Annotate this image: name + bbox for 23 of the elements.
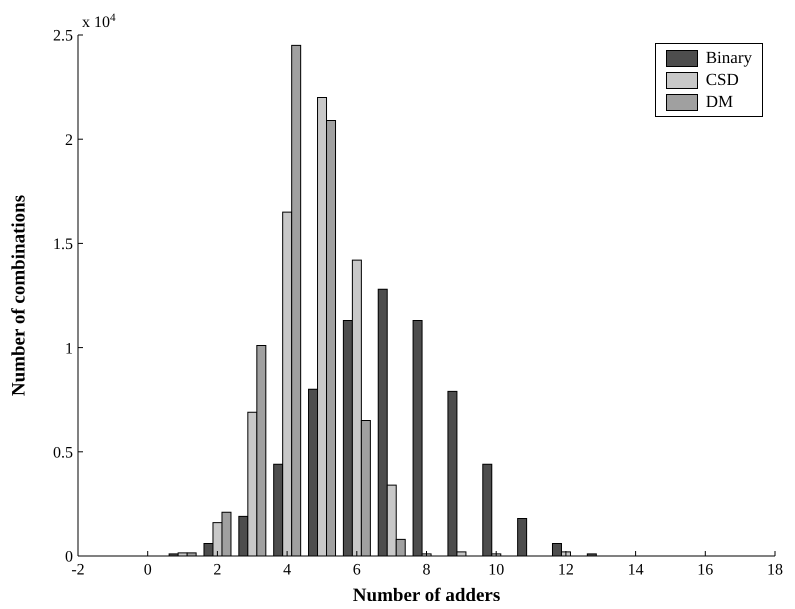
x-tick-label: 10 [488, 561, 504, 578]
legend-label: CSD [706, 70, 739, 90]
y-tick-label: 2.5 [53, 28, 73, 45]
x-tick-label: 8 [422, 561, 430, 578]
x-tick-label: 14 [628, 561, 644, 578]
y-tick-label: 0.5 [53, 444, 73, 462]
x-tick-label: 0 [144, 561, 152, 578]
x-axis-title: Number of adders [352, 585, 500, 606]
y-axis-title: Number of combinations [8, 194, 30, 396]
text: x 10$^{4}$ [82, 12, 116, 31]
legend-label: DM [706, 92, 734, 112]
x-tick-label: 6 [352, 561, 361, 578]
y-tick-label: 2 [65, 132, 73, 149]
x-tick-label: 18 [767, 561, 783, 578]
x-tick-label: 16 [697, 561, 714, 578]
y-tick-label: 1 [65, 340, 73, 358]
y-tick-label: 1.5 [53, 236, 73, 254]
x-tick-label: 2 [213, 561, 222, 578]
legend-label: Binary [706, 48, 752, 68]
x-tick-label: -2 [71, 561, 85, 578]
x-tick-label: 12 [558, 561, 574, 578]
x-tick-label: 4 [283, 561, 292, 578]
y-tick-label: 0 [65, 548, 73, 566]
